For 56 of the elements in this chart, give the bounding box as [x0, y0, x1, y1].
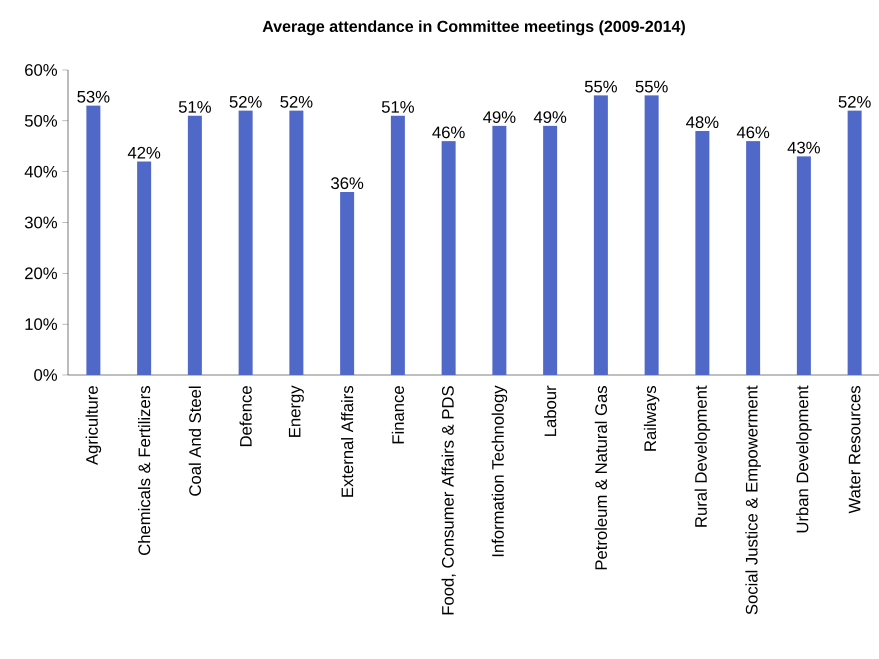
- x-tick-label: Energy: [288, 385, 304, 437]
- y-tick-label: 50%: [24, 114, 57, 127]
- x-tick-label: Labour: [544, 386, 556, 436]
- data-label: 51%: [178, 101, 211, 113]
- x-tick-label: Information Technology: [492, 385, 508, 556]
- x-tick-label: Social Justice & Empowerment: [745, 386, 761, 614]
- y-tick-label: 20%: [25, 267, 57, 280]
- bar: [137, 161, 152, 375]
- bar: [238, 110, 253, 375]
- x-tick-label: Urban Development: [796, 386, 812, 532]
- data-label: 49%: [483, 111, 516, 123]
- data-label: 42%: [128, 146, 160, 159]
- x-tick-label: Rural Development: [694, 386, 710, 527]
- data-label: 49%: [534, 111, 566, 123]
- bar: [492, 126, 506, 375]
- bar: [390, 116, 405, 375]
- x-tick-label: Chemicals & Fertilizers: [138, 386, 150, 555]
- y-tick-label: 30%: [24, 216, 57, 228]
- x-tick-label: Petroleum & Natural Gas: [594, 386, 607, 570]
- x-tick-label: External Affairs: [341, 386, 354, 497]
- x-tick-label: Coal And Steel: [188, 386, 202, 496]
- x-tick-label: Food, Consumer Affairs & PDS: [442, 386, 456, 614]
- chart-title: Average attendance in Committee meetings (2009-2014): [262, 20, 685, 36]
- data-label: 43%: [788, 142, 820, 154]
- x-tick-label: Defence: [240, 386, 252, 446]
- data-label: 52%: [230, 96, 262, 108]
- bar: [796, 156, 811, 375]
- bar: [188, 116, 202, 375]
- data-label: 55%: [584, 80, 617, 92]
- bar: [746, 141, 760, 375]
- x-tick-label: Railways: [644, 386, 660, 451]
- bar: [442, 141, 456, 375]
- bar: [695, 131, 710, 375]
- data-label: 51%: [382, 101, 414, 113]
- bar: [644, 95, 659, 375]
- x-tick-label: Finance: [392, 386, 404, 444]
- bar: [594, 95, 608, 375]
- data-label: 52%: [280, 96, 312, 108]
- y-tick-label: 0%: [34, 369, 57, 381]
- data-label: 46%: [736, 126, 770, 138]
- bar: [86, 106, 100, 375]
- data-label: 46%: [432, 126, 465, 138]
- bar: [289, 110, 304, 375]
- data-label: 36%: [331, 177, 364, 190]
- x-tick-label: Water Resources: [848, 386, 860, 514]
- data-label: 48%: [686, 116, 718, 128]
- data-label: 52%: [838, 96, 871, 108]
- data-label: 53%: [77, 90, 110, 103]
- data-label: 55%: [636, 80, 668, 92]
- bar: [848, 110, 862, 375]
- y-tick-label: 10%: [26, 318, 57, 330]
- y-tick-label: 40%: [24, 166, 57, 178]
- y-tick-label: 60%: [25, 64, 57, 76]
- x-tick-label: Agriculture: [86, 386, 102, 466]
- bar: [340, 192, 354, 375]
- bar: [543, 126, 558, 375]
